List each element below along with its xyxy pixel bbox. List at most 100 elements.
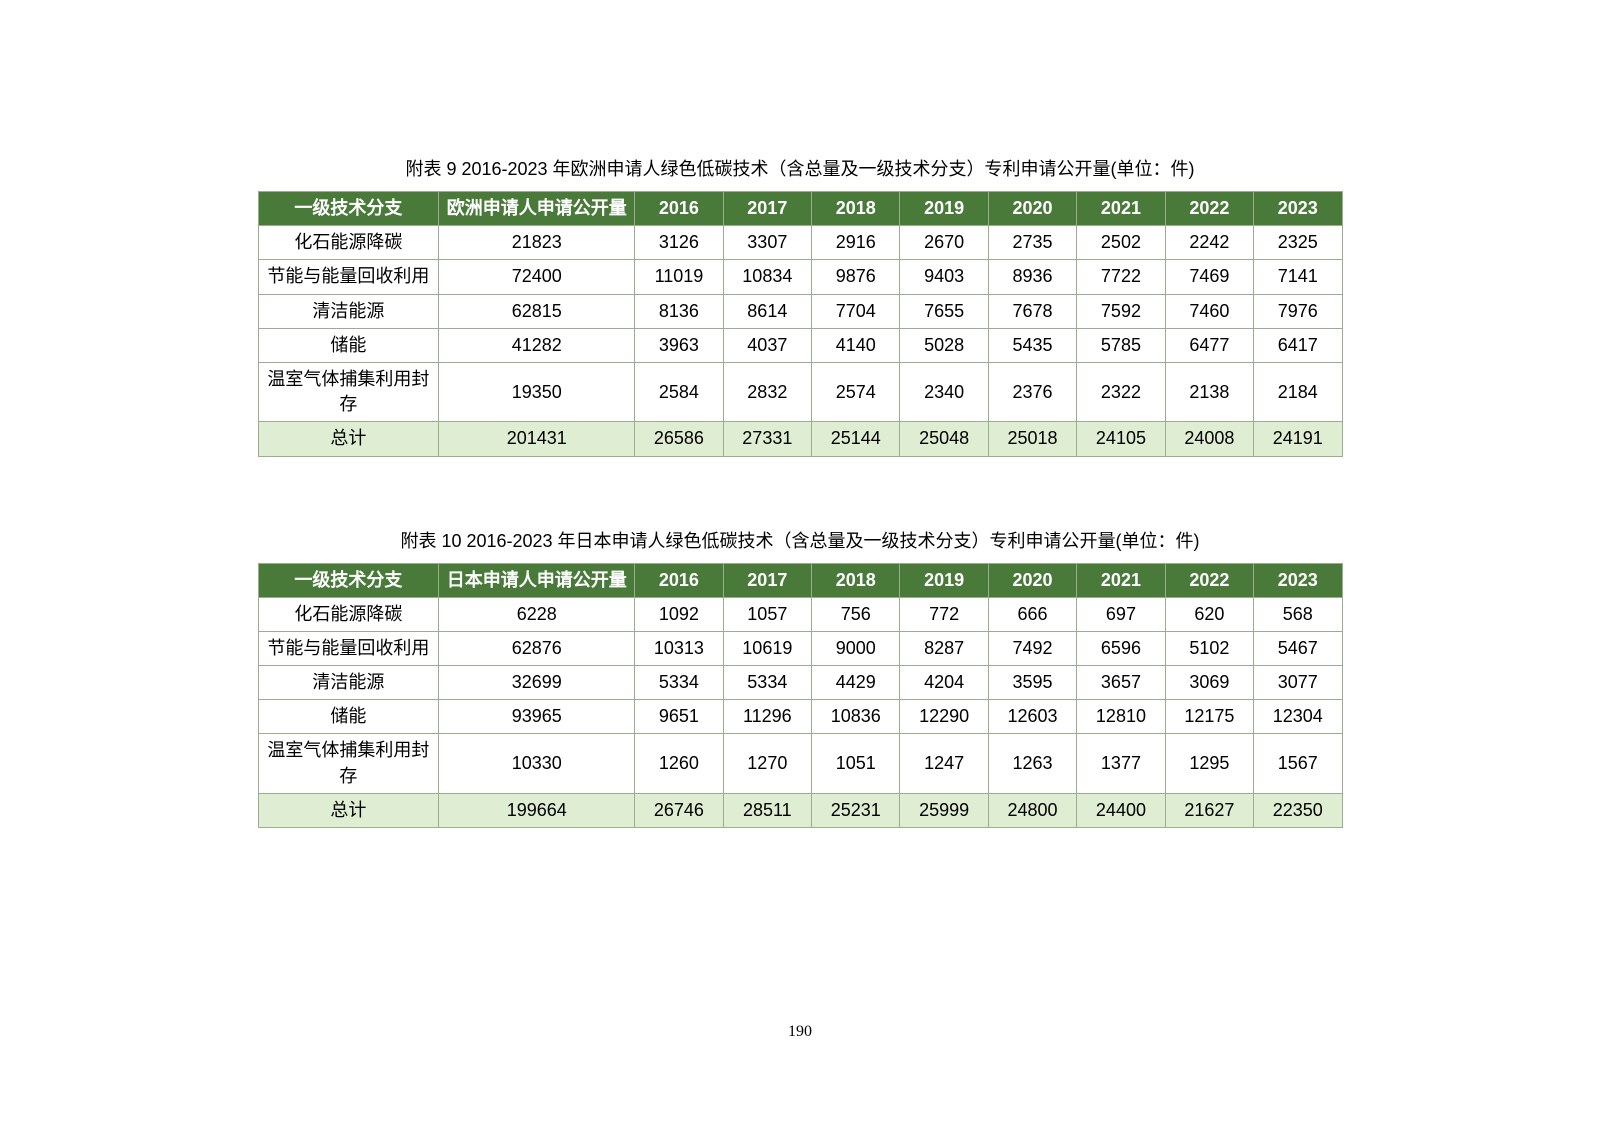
table9-total-row: 总计 201431 26586 27331 25144 25048 25018 …	[258, 422, 1342, 456]
cell: 756	[812, 597, 900, 631]
cell: 7704	[812, 294, 900, 328]
th-2021: 2021	[1077, 192, 1165, 226]
th-2022: 2022	[1165, 563, 1253, 597]
table10-caption: 附表 10 2016-2023 年日本申请人绿色低碳技术（含总量及一级技术分支）…	[120, 527, 1480, 553]
cell: 12603	[988, 700, 1076, 734]
cell: 1057	[723, 597, 811, 631]
cell: 7460	[1165, 294, 1253, 328]
cell: 93965	[439, 700, 635, 734]
cell: 7469	[1165, 260, 1253, 294]
cell: 26586	[635, 422, 723, 456]
table9-header-row: 一级技术分支 欧洲申请人申请公开量 2016 2017 2018 2019 20…	[258, 192, 1342, 226]
cell: 1092	[635, 597, 723, 631]
table-row: 储能 41282 3963 4037 4140 5028 5435 5785 6…	[258, 328, 1342, 362]
th-2019: 2019	[900, 192, 988, 226]
cell: 26746	[635, 793, 723, 827]
cell: 3595	[988, 666, 1076, 700]
th-2023: 2023	[1254, 192, 1342, 226]
cell: 568	[1254, 597, 1342, 631]
cell: 1260	[635, 734, 723, 793]
cell: 9651	[635, 700, 723, 734]
cell: 7492	[988, 631, 1076, 665]
table10: 一级技术分支 日本申请人申请公开量 2016 2017 2018 2019 20…	[258, 563, 1343, 829]
th-2016: 2016	[635, 192, 723, 226]
table10-header-row: 一级技术分支 日本申请人申请公开量 2016 2017 2018 2019 20…	[258, 563, 1342, 597]
cell: 21627	[1165, 793, 1253, 827]
cell: 4140	[812, 328, 900, 362]
cell: 1295	[1165, 734, 1253, 793]
cell: 25048	[900, 422, 988, 456]
th-2022: 2022	[1165, 192, 1253, 226]
th-2019: 2019	[900, 563, 988, 597]
cell: 清洁能源	[258, 294, 439, 328]
cell: 3069	[1165, 666, 1253, 700]
cell: 28511	[723, 793, 811, 827]
cell: 2574	[812, 362, 900, 421]
table-row: 节能与能量回收利用 62876 10313 10619 9000 8287 74…	[258, 631, 1342, 665]
cell: 6417	[1254, 328, 1342, 362]
cell: 697	[1077, 597, 1165, 631]
page-number: 190	[0, 1023, 1600, 1041]
table10-body: 化石能源降碳 6228 1092 1057 756 772 666 697 62…	[258, 597, 1342, 827]
cell: 7722	[1077, 260, 1165, 294]
table-row: 温室气体捕集利用封存 19350 2584 2832 2574 2340 237…	[258, 362, 1342, 421]
cell: 4037	[723, 328, 811, 362]
th-2021: 2021	[1077, 563, 1165, 597]
table-row: 清洁能源 32699 5334 5334 4429 4204 3595 3657…	[258, 666, 1342, 700]
cell: 7592	[1077, 294, 1165, 328]
cell: 25231	[812, 793, 900, 827]
page-content: 附表 9 2016-2023 年欧洲申请人绿色低碳技术（含总量及一级技术分支）专…	[0, 0, 1600, 828]
cell: 12290	[900, 700, 988, 734]
cell: 1263	[988, 734, 1076, 793]
cell: 10619	[723, 631, 811, 665]
th-2023: 2023	[1254, 563, 1342, 597]
cell: 2325	[1254, 226, 1342, 260]
cell: 2340	[900, 362, 988, 421]
th-category: 一级技术分支	[258, 563, 439, 597]
cell: 5785	[1077, 328, 1165, 362]
cell: 24400	[1077, 793, 1165, 827]
cell: 666	[988, 597, 1076, 631]
cell: 3963	[635, 328, 723, 362]
th-2020: 2020	[988, 192, 1076, 226]
cell: 1270	[723, 734, 811, 793]
cell: 7976	[1254, 294, 1342, 328]
cell: 11019	[635, 260, 723, 294]
cell: 201431	[439, 422, 635, 456]
cell: 储能	[258, 328, 439, 362]
cell: 24191	[1254, 422, 1342, 456]
cell: 清洁能源	[258, 666, 439, 700]
cell: 节能与能量回收利用	[258, 631, 439, 665]
table-row: 化石能源降碳 21823 3126 3307 2916 2670 2735 25…	[258, 226, 1342, 260]
cell: 41282	[439, 328, 635, 362]
cell: 温室气体捕集利用封存	[258, 734, 439, 793]
cell: 2502	[1077, 226, 1165, 260]
cell: 10834	[723, 260, 811, 294]
th-total: 欧洲申请人申请公开量	[439, 192, 635, 226]
cell: 2322	[1077, 362, 1165, 421]
cell: 10313	[635, 631, 723, 665]
cell: 1567	[1254, 734, 1342, 793]
cell: 9876	[812, 260, 900, 294]
cell: 8614	[723, 294, 811, 328]
cell: 1377	[1077, 734, 1165, 793]
cell: 8287	[900, 631, 988, 665]
cell: 22350	[1254, 793, 1342, 827]
th-2018: 2018	[812, 563, 900, 597]
cell: 10330	[439, 734, 635, 793]
cell: 12175	[1165, 700, 1253, 734]
th-2017: 2017	[723, 563, 811, 597]
cell: 5334	[635, 666, 723, 700]
cell: 3126	[635, 226, 723, 260]
cell: 总计	[258, 422, 439, 456]
cell: 节能与能量回收利用	[258, 260, 439, 294]
cell: 62876	[439, 631, 635, 665]
table-row: 化石能源降碳 6228 1092 1057 756 772 666 697 62…	[258, 597, 1342, 631]
cell: 2832	[723, 362, 811, 421]
th-total: 日本申请人申请公开量	[439, 563, 635, 597]
cell: 化石能源降碳	[258, 226, 439, 260]
cell: 4429	[812, 666, 900, 700]
cell: 6477	[1165, 328, 1253, 362]
cell: 32699	[439, 666, 635, 700]
cell: 5334	[723, 666, 811, 700]
